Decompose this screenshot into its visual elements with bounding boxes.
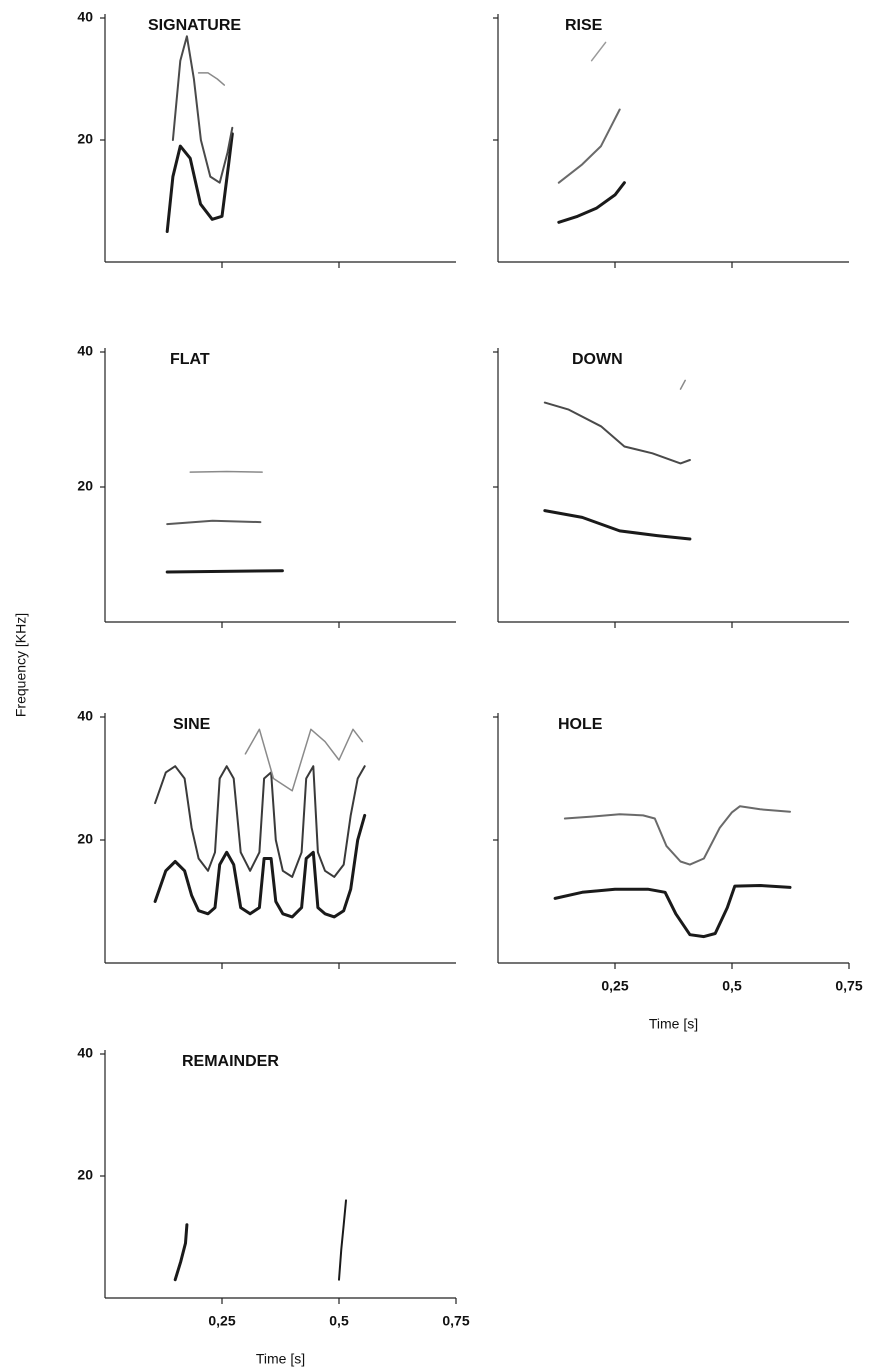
x-axis-title: Time [s] (256, 1351, 305, 1367)
contour (543, 401, 691, 465)
contour (153, 813, 367, 919)
contour (166, 519, 262, 526)
y-axis-title: Frequency [KHz] (13, 613, 29, 717)
panel-title: SIGNATURE (148, 17, 241, 34)
contour (543, 509, 692, 541)
x-tick-label: 0,75 (442, 1313, 469, 1329)
x-axis-title: Time [s] (649, 1016, 698, 1032)
y-tick-label: 20 (77, 1167, 93, 1183)
x-tick-label: 0,75 (835, 978, 862, 994)
y-tick-label: 40 (77, 343, 93, 359)
contour (557, 108, 621, 184)
x-tick-label: 0,25 (601, 978, 628, 994)
y-tick-label: 40 (77, 9, 93, 25)
y-tick-label: 20 (77, 131, 93, 147)
contour (197, 72, 226, 86)
contour (154, 765, 366, 878)
contour (563, 805, 791, 866)
contour (553, 884, 792, 939)
contour (590, 41, 607, 62)
x-tick-label: 0,5 (722, 978, 742, 994)
contour (557, 181, 626, 224)
contour (165, 569, 284, 574)
contour (189, 470, 263, 473)
y-tick-label: 40 (77, 708, 93, 724)
contour (244, 728, 364, 792)
contour (165, 132, 234, 233)
panel-title: RISE (565, 17, 603, 34)
contour (171, 35, 234, 184)
x-tick-label: 0,5 (329, 1313, 349, 1329)
y-tick-label: 20 (77, 478, 93, 494)
panel-title: FLAT (170, 351, 210, 368)
y-tick-label: 20 (77, 831, 93, 847)
contour (173, 1223, 189, 1282)
x-tick-label: 0,25 (208, 1313, 235, 1329)
panel-title: REMAINDER (182, 1053, 279, 1070)
contour (338, 1199, 347, 1281)
panel-title: DOWN (572, 351, 623, 368)
y-tick-label: 40 (77, 1045, 93, 1061)
panel-title: SINE (173, 716, 211, 733)
panel-title: HOLE (558, 716, 603, 733)
contour (679, 379, 686, 390)
